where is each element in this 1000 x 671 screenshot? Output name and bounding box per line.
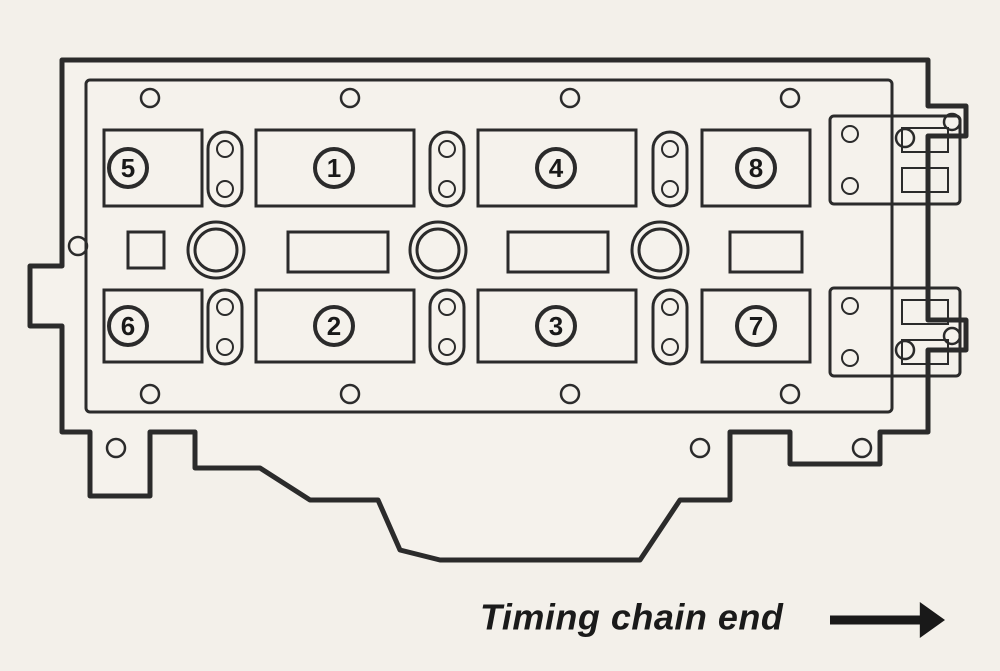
bolt-label: 8	[749, 153, 763, 183]
bolt-label: 5	[121, 153, 135, 183]
bolt-number-7: 7	[737, 307, 775, 345]
bolt-number-5: 5	[109, 149, 147, 187]
bolt-number-3: 3	[537, 307, 575, 345]
bolt-label: 4	[549, 153, 564, 183]
bolt-label: 6	[121, 311, 135, 341]
bolt-label: 3	[549, 311, 563, 341]
caption-text: Timing chain end	[480, 597, 784, 638]
bolt-number-6: 6	[109, 307, 147, 345]
bolt-label: 2	[327, 311, 341, 341]
bolt-number-4: 4	[537, 149, 575, 187]
bolt-label: 7	[749, 311, 763, 341]
bolt-number-1: 1	[315, 149, 353, 187]
cylinder-head-bolt-diagram: 5 1 4 8 6 2 3 7 Timing chain end	[0, 0, 1000, 671]
bolt-number-2: 2	[315, 307, 353, 345]
bolt-label: 1	[327, 153, 341, 183]
bolt-number-8: 8	[737, 149, 775, 187]
